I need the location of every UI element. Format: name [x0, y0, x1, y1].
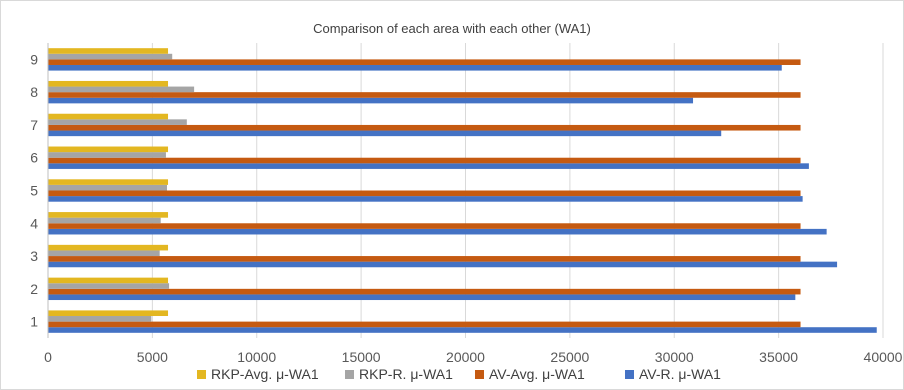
y-tick-label: 4 — [30, 215, 38, 231]
bar — [48, 250, 160, 257]
bar — [48, 294, 796, 301]
x-tick-label: 25000 — [550, 349, 589, 365]
bar — [48, 261, 838, 268]
legend-label: RKP-R. μ-WA1 — [359, 366, 453, 382]
bar — [48, 283, 170, 289]
axes: 0 5000 10000 15000 20000 25000 30000 35000 40000… — [30, 43, 903, 365]
y-tick-label: 8 — [30, 84, 38, 100]
bar — [48, 256, 801, 262]
bar — [48, 119, 187, 125]
bar — [48, 190, 801, 197]
bar — [48, 228, 827, 235]
bar — [48, 163, 809, 169]
bar — [48, 223, 801, 229]
bar — [48, 157, 801, 164]
x-tick-label: 15000 — [342, 349, 381, 365]
bar — [48, 124, 801, 131]
bar — [48, 80, 169, 87]
bar — [48, 316, 152, 322]
legend-swatch — [475, 370, 484, 379]
bar — [48, 217, 161, 224]
bar — [48, 86, 195, 93]
legend-swatch — [345, 370, 354, 379]
bar — [48, 92, 801, 98]
legend: RKP-Avg. μ-WA1 RKP-R. μ-WA1 AV-Avg. μ-WA1 A… — [197, 366, 721, 382]
bar — [48, 152, 166, 158]
y-tick-label: 6 — [30, 150, 38, 166]
bar — [48, 196, 803, 202]
legend-swatch — [625, 370, 634, 379]
bar — [48, 288, 801, 295]
bar — [48, 184, 167, 191]
bar — [48, 244, 169, 251]
bar — [48, 59, 801, 65]
bar — [48, 277, 169, 284]
chart-title: Comparison of each area with each other … — [313, 21, 591, 36]
x-tick-label: 5000 — [137, 349, 168, 365]
y-tick-label: 7 — [30, 117, 38, 133]
bar — [48, 310, 169, 317]
bar — [48, 53, 173, 60]
legend-label: AV-Avg. μ-WA1 — [489, 366, 585, 382]
x-tick-label: 30000 — [655, 349, 694, 365]
y-tick-label: 5 — [30, 183, 38, 199]
legend-label: AV-R. μ-WA1 — [639, 366, 721, 382]
bar — [48, 113, 169, 120]
bar — [48, 48, 169, 54]
legend-label: RKP-Avg. μ-WA1 — [211, 366, 319, 382]
bar — [48, 321, 801, 328]
y-tick-label: 3 — [30, 248, 38, 264]
bar — [48, 212, 169, 218]
legend-swatch — [197, 370, 206, 379]
bar — [48, 64, 782, 71]
y-tick-label: 9 — [30, 51, 38, 67]
bar — [48, 97, 694, 104]
y-tick-label: 1 — [30, 314, 38, 330]
bar — [48, 146, 169, 153]
y-tick-label: 2 — [30, 281, 38, 297]
bar — [48, 327, 877, 333]
x-tick-label: 20000 — [446, 349, 485, 365]
x-tick-label: 35000 — [759, 349, 798, 365]
bar — [48, 179, 169, 185]
x-tick-label: 0 — [44, 349, 52, 365]
x-tick-label: 40000 — [864, 349, 903, 365]
bars — [48, 48, 877, 333]
bar — [48, 130, 722, 137]
x-tick-label: 10000 — [237, 349, 276, 365]
